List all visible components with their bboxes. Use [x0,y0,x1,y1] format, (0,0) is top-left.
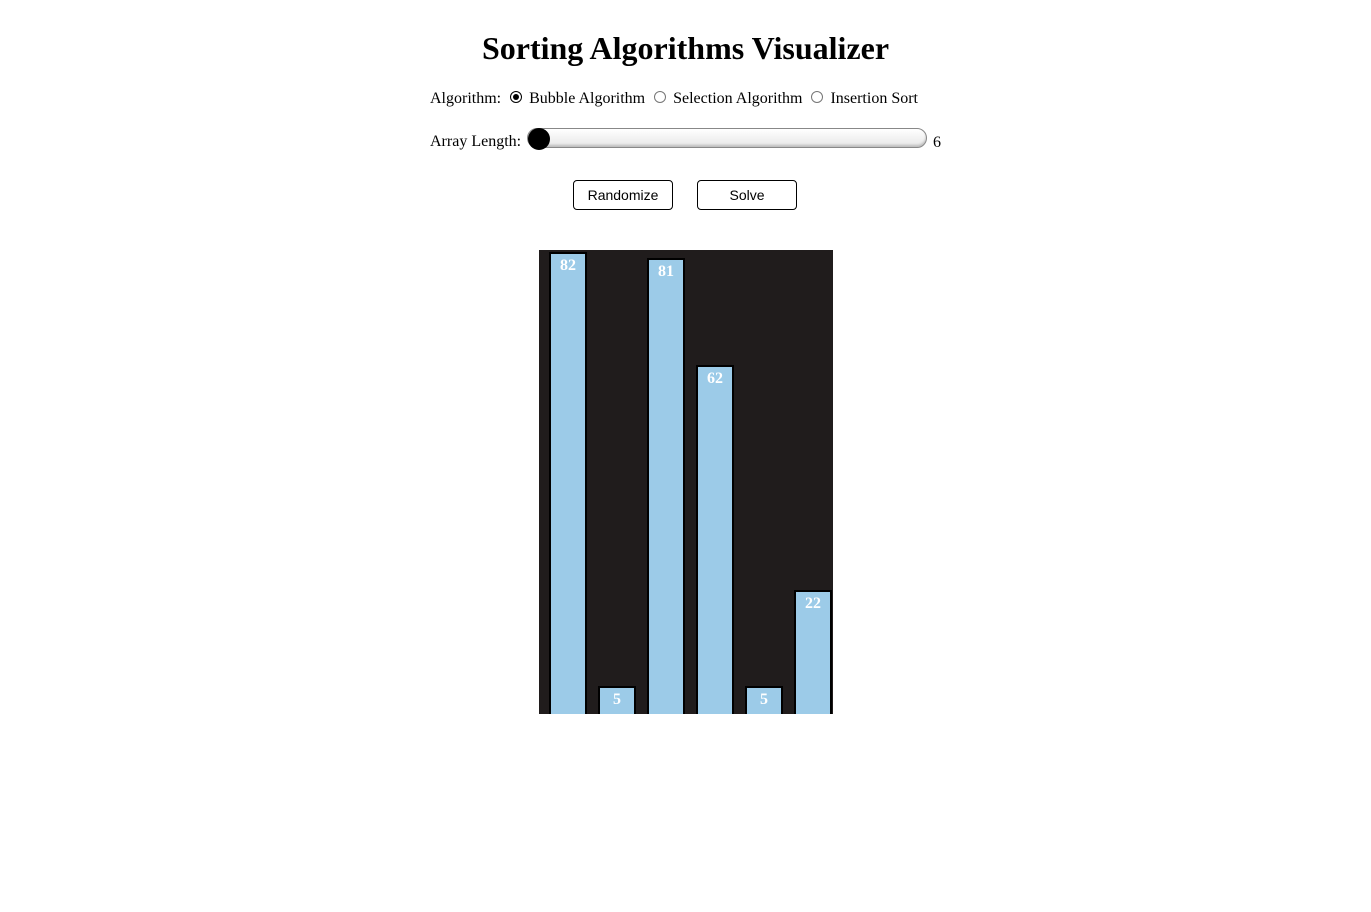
radio-option-selection[interactable]: Selection Algorithm [654,90,802,108]
solve-button[interactable]: Solve [697,180,797,210]
array-length-label: Array Length: [430,133,522,150]
radio-option-bubble[interactable]: Bubble Algorithm [510,90,645,108]
bar-3: 62 [696,365,734,714]
bar-label-5: 22 [805,595,821,612]
array-length-slider[interactable] [527,128,927,150]
radio-label-selection[interactable]: Selection Algorithm [673,90,803,107]
bar-1: 5 [598,686,636,714]
algorithm-selector: Algorithm: Bubble Algorithm Selection Al… [430,88,927,110]
bar-4: 5 [745,686,783,714]
randomize-button[interactable]: Randomize [573,180,673,210]
bar-5: 22 [794,590,832,714]
slider-thumb[interactable] [528,128,550,150]
algorithm-label: Algorithm: [430,90,502,107]
page-title: Sorting Algorithms Visualizer [481,30,890,66]
bar-label-0: 82 [560,257,576,274]
radio-label-insertion[interactable]: Insertion Sort [830,90,918,107]
radio-label-bubble[interactable]: Bubble Algorithm [529,90,646,107]
array-length-value: 6 [933,134,941,151]
radio-option-insertion[interactable]: Insertion Sort [811,90,918,108]
radio-bubble-algorithm[interactable] [510,91,523,103]
radio-selection-algorithm[interactable] [654,91,667,103]
bar-label-2: 81 [658,263,674,280]
bar-0: 82 [549,252,587,714]
bar-label-3: 62 [707,370,723,387]
bar-label-1: 5 [613,691,621,708]
array-bar-chart: 82 5 81 62 5 22 [539,250,833,714]
bar-label-4: 5 [760,691,768,708]
bar-2: 81 [647,258,685,714]
radio-insertion-sort[interactable] [811,91,824,103]
